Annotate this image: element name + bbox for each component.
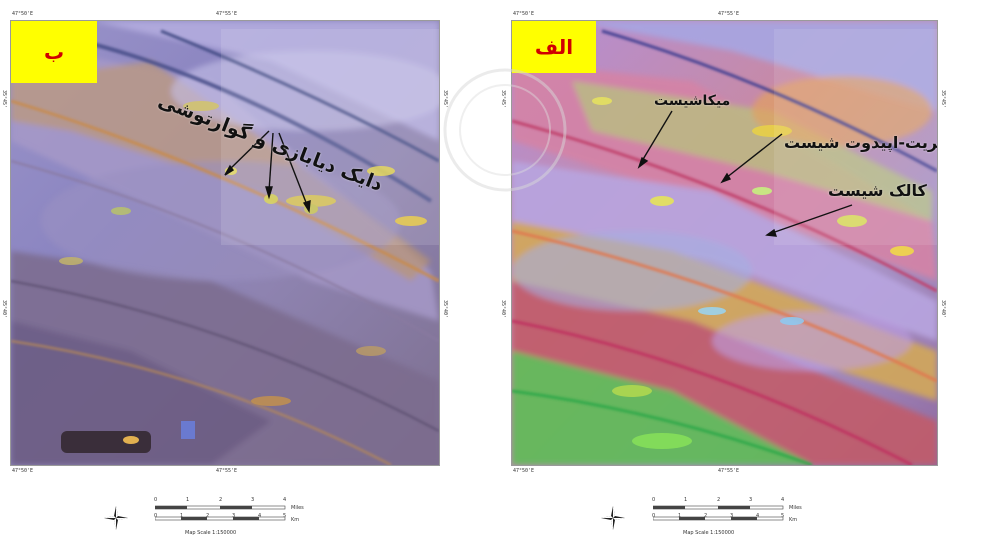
scale-bar-right: [653, 500, 788, 526]
scale-tick-right-b3: 3: [730, 513, 734, 519]
coord-bottom-left-r: 47°50'E: [513, 468, 535, 474]
compass-rose-icon: [104, 506, 128, 530]
scale-unit-left-bottom: Km: [291, 517, 300, 523]
label-chlorite-epidote-schist: کلریت-اپیدوت شیست: [784, 133, 938, 152]
scale-tick-left-b0: 0: [154, 513, 158, 519]
coord-right-top-r: 35°45': [940, 90, 946, 109]
coord-bottom-left: 47°50'E: [12, 468, 34, 474]
coord-bottom-mid: 47°55'E: [216, 468, 238, 474]
scale-tick-left-b1: 1: [180, 513, 184, 519]
satellite-image-left: [11, 21, 439, 465]
coord-top-left-r: 47°50'E: [513, 11, 535, 17]
coord-top-mid: 47°55'E: [216, 11, 238, 17]
coord-left-mid: 35°40': [1, 300, 7, 319]
scale-caption-left: Map Scale 1:150000: [185, 530, 237, 536]
scale-unit-right-top: Miles: [789, 505, 802, 511]
map-panel-left: ب دایک دیابازی و گوارتوشی: [10, 20, 440, 466]
scale-tick-left-b2: 2: [206, 513, 210, 519]
scale-tick-left-b4: 4: [258, 513, 262, 519]
scale-tick-right-b0: 0: [652, 513, 656, 519]
coord-bottom-mid-r: 47°55'E: [718, 468, 740, 474]
scale-tick-right-b5: 5: [781, 513, 785, 519]
panel-badge-left: ب: [11, 21, 97, 83]
scale-tick-right-b4: 4: [756, 513, 760, 519]
label-mica-schist: میکاشیست: [654, 93, 731, 109]
coord-right-mid: 35°40': [442, 300, 448, 319]
scale-tick-right-t1: 1: [684, 497, 688, 503]
scale-tick-left-t0: 0: [154, 497, 158, 503]
scale-tick-left-t1: 1: [186, 497, 190, 503]
scale-tick-right-t3: 3: [749, 497, 753, 503]
coord-top-left: 47°50'E: [12, 11, 34, 17]
scale-tick-right-b1: 1: [678, 513, 682, 519]
scale-tick-right-t4: 4: [781, 497, 785, 503]
scale-bar-left: [155, 500, 290, 526]
coord-left-top-r: 35°45': [500, 90, 506, 109]
scale-tick-right-t2: 2: [717, 497, 721, 503]
compass-rose-icon: [601, 506, 625, 530]
satellite-image-right: [512, 21, 937, 465]
scale-tick-right-t0: 0: [652, 497, 656, 503]
coord-left-mid-r: 35°40': [500, 300, 506, 319]
panel-badge-right: الف: [512, 21, 596, 73]
coord-top-mid-r: 47°55'E: [718, 11, 740, 17]
coord-right-mid-r: 35°40': [940, 300, 946, 319]
scale-tick-left-t2: 2: [219, 497, 223, 503]
map-panel-right: الف میکاشیست کلریت-اپیدوت شیست کالک شیست: [511, 20, 938, 466]
scale-tick-left-b5: 5: [283, 513, 287, 519]
scale-tick-right-b2: 2: [704, 513, 708, 519]
coord-right-top: 35°45': [442, 90, 448, 109]
scale-tick-left-b3: 3: [232, 513, 236, 519]
scale-unit-left-top: Miles: [291, 505, 304, 511]
scale-tick-left-t3: 3: [251, 497, 255, 503]
scale-tick-left-t4: 4: [283, 497, 287, 503]
scale-caption-right: Map Scale 1:150000: [683, 530, 735, 536]
scale-unit-right-bottom: Km: [789, 517, 798, 523]
coord-left-top: 35°45': [1, 90, 7, 109]
label-calc-schist: کالک شیست: [828, 181, 927, 200]
